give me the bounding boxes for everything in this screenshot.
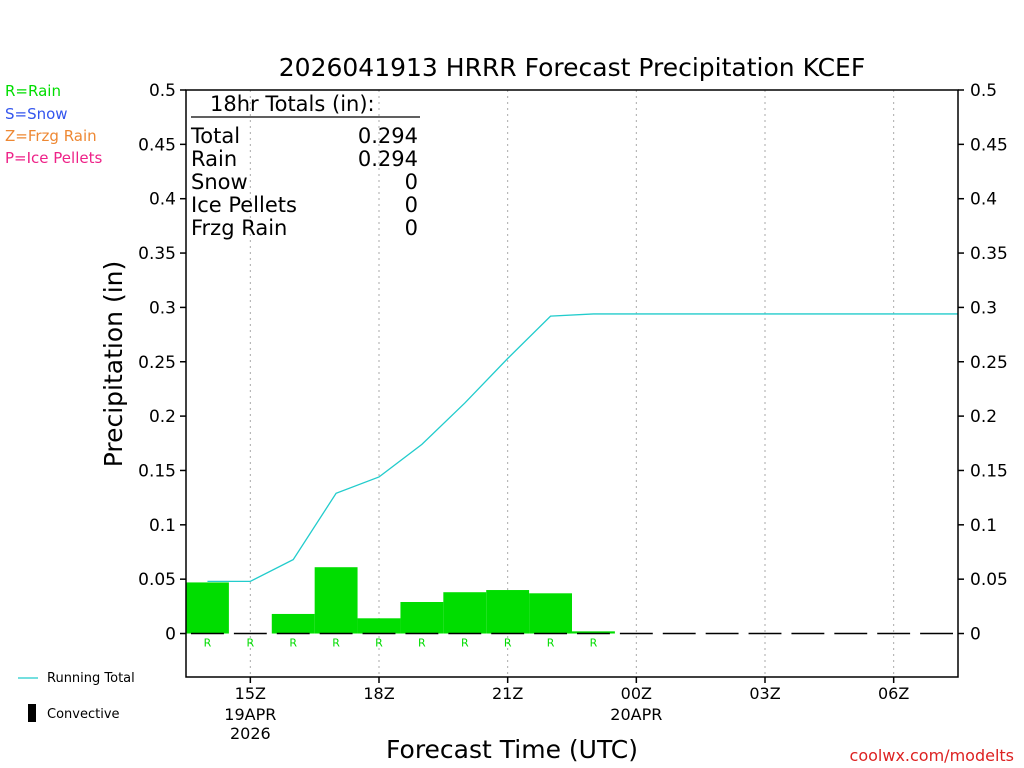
vertical-gridlines	[249, 90, 895, 677]
y-tick-label-right: 0.05	[970, 570, 1008, 590]
legend-ice-pellets: P=Ice Pellets	[5, 149, 102, 167]
totals-label-total: Total	[190, 124, 240, 148]
x-tick-date: 20APR	[610, 705, 662, 724]
y-tick-label: 0.15	[138, 461, 176, 481]
x-tick-label: 21Z	[492, 684, 523, 703]
legend-snow: S=Snow	[5, 105, 68, 123]
y-tick-label-right: 0	[970, 625, 981, 645]
precip-bar	[529, 593, 572, 634]
totals-value-ice-pellets: 0	[405, 193, 418, 217]
precip-type-letter: R	[504, 637, 512, 650]
totals-value-snow: 0	[405, 170, 418, 194]
precip-type-letter: R	[375, 637, 383, 650]
x-tick-label: 03Z	[749, 684, 780, 703]
y-tick-label: 0	[165, 625, 176, 645]
totals-label-snow: Snow	[191, 170, 248, 194]
y-tick-label: 0.2	[149, 407, 176, 427]
totals-box: 18hr Totals (in): Total 0.294 Rain 0.294…	[190, 92, 420, 240]
precip-type-letter: R	[418, 637, 426, 650]
x-tick-label: 18Z	[363, 684, 394, 703]
precip-type-letter: R	[247, 637, 255, 650]
precip-bar	[271, 613, 315, 634]
precip-type-letter: R	[461, 637, 469, 650]
x-axis-label: Forecast Time (UTC)	[386, 735, 638, 764]
y-tick-label: 0.5	[149, 81, 176, 101]
precip-bar	[186, 582, 229, 634]
precip-bar	[443, 592, 487, 634]
x-tick-year: 2026	[230, 724, 271, 743]
legend-rain: R=Rain	[5, 82, 61, 100]
running-total-line	[207, 313, 958, 582]
bottom-legend: Running Total Convective	[18, 671, 135, 722]
y-tick-label-right: 0.45	[970, 135, 1008, 155]
x-tick-label: 06Z	[878, 684, 909, 703]
y-tick-label-right: 0.25	[970, 353, 1008, 373]
y-tick-label: 0.45	[138, 135, 176, 155]
left-y-ticks: 0 0.05 0.1 0.15 0.2 0.25 0.3 0.35 0.4 0.45 0.5	[138, 81, 186, 645]
y-tick-label-right: 0.35	[970, 244, 1008, 264]
y-axis-label: Precipitation (in)	[99, 261, 128, 468]
precip-bar	[572, 631, 615, 634]
y-tick-label-right: 0.3	[970, 298, 997, 318]
totals-value-total: 0.294	[358, 124, 418, 148]
precip-bars	[186, 567, 615, 634]
chart-title: 2026041913 HRRR Forecast Precipitation K…	[279, 53, 865, 82]
totals-header: 18hr Totals (in):	[210, 92, 375, 116]
y-tick-label: 0.3	[149, 298, 176, 318]
type-legend: R=Rain S=Snow Z=Frzg Rain P=Ice Pellets	[5, 82, 102, 167]
y-tick-label: 0.35	[138, 244, 176, 264]
y-tick-label-right: 0.5	[970, 81, 997, 101]
precip-type-letter: R	[547, 637, 555, 650]
y-tick-label: 0.4	[149, 190, 176, 210]
totals-label-frzg-rain: Frzg Rain	[191, 216, 287, 240]
precip-bar	[400, 601, 444, 634]
precip-bar	[357, 618, 401, 634]
x-tick-date: 19APR	[224, 705, 276, 724]
y-tick-label: 0.05	[138, 570, 176, 590]
y-tick-label-right: 0.1	[970, 516, 997, 536]
convective-swatch	[28, 704, 36, 722]
legend-frzg-rain: Z=Frzg Rain	[5, 127, 97, 145]
y-tick-label-right: 0.4	[970, 190, 997, 210]
convective-legend: Convective	[47, 707, 120, 722]
totals-value-frzg-rain: 0	[405, 216, 418, 240]
precip-type-letter: R	[204, 637, 212, 650]
y-tick-label: 0.25	[138, 353, 176, 373]
y-tick-label-right: 0.2	[970, 407, 997, 427]
running-total-legend: Running Total	[47, 671, 135, 686]
precip-bar	[486, 590, 530, 634]
x-tick-label: 00Z	[621, 684, 652, 703]
totals-label-ice-pellets: Ice Pellets	[191, 193, 297, 217]
credit-text: coolwx.com/modelts	[850, 746, 1014, 765]
y-tick-label-right: 0.15	[970, 461, 1008, 481]
precip-bar	[314, 567, 358, 634]
y-tick-label: 0.1	[149, 516, 176, 536]
totals-value-rain: 0.294	[358, 147, 418, 171]
totals-label-rain: Rain	[191, 147, 237, 171]
precip-type-letter: R	[289, 637, 297, 650]
precip-type-letter: R	[590, 637, 598, 650]
right-y-ticks: 0 0.05 0.1 0.15 0.2 0.25 0.3 0.35 0.4 0.45 0.5	[958, 81, 1008, 645]
precip-type-letter: R	[332, 637, 340, 650]
x-tick-label: 15Z	[235, 684, 266, 703]
plot-frame	[185, 89, 959, 678]
